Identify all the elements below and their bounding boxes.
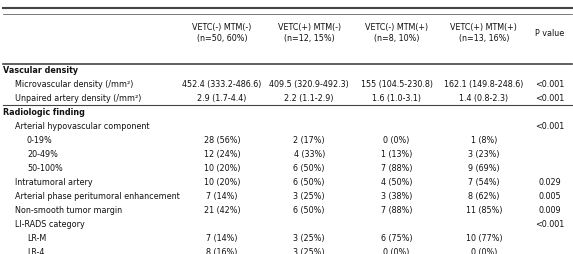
- Text: 0.009: 0.009: [539, 206, 561, 215]
- Text: 0 (0%): 0 (0%): [383, 136, 410, 145]
- Text: <0.001: <0.001: [535, 122, 564, 131]
- Text: LI-RADS category: LI-RADS category: [15, 220, 85, 229]
- Text: 3 (25%): 3 (25%): [293, 234, 325, 243]
- Text: 155 (104.5-230.8): 155 (104.5-230.8): [360, 80, 433, 89]
- Text: 6 (50%): 6 (50%): [293, 206, 325, 215]
- Text: 0.029: 0.029: [539, 178, 561, 187]
- Text: 409.5 (320.9-492.3): 409.5 (320.9-492.3): [269, 80, 349, 89]
- Text: 0-19%: 0-19%: [27, 136, 53, 145]
- Text: 2.9 (1.7-4.4): 2.9 (1.7-4.4): [197, 94, 246, 103]
- Text: 1.6 (1.0-3.1): 1.6 (1.0-3.1): [372, 94, 421, 103]
- Text: 7 (54%): 7 (54%): [468, 178, 500, 187]
- Text: 8 (16%): 8 (16%): [206, 248, 238, 254]
- Text: 4 (33%): 4 (33%): [293, 150, 325, 159]
- Text: 3 (38%): 3 (38%): [381, 192, 412, 201]
- Text: VETC(-) MTM(-)
(n=50, 60%): VETC(-) MTM(-) (n=50, 60%): [192, 23, 252, 43]
- Text: Vascular density: Vascular density: [3, 66, 78, 75]
- Text: 28 (56%): 28 (56%): [203, 136, 240, 145]
- Text: 4 (50%): 4 (50%): [381, 178, 413, 187]
- Text: 1.4 (0.8-2.3): 1.4 (0.8-2.3): [460, 94, 508, 103]
- Text: P value: P value: [535, 28, 564, 38]
- Text: LR-M: LR-M: [27, 234, 46, 243]
- Text: Arterial phase peritumoral enhancement: Arterial phase peritumoral enhancement: [15, 192, 180, 201]
- Text: 0.005: 0.005: [539, 192, 561, 201]
- Text: Radiologic finding: Radiologic finding: [3, 108, 85, 117]
- Text: 2.2 (1.1-2.9): 2.2 (1.1-2.9): [284, 94, 334, 103]
- Text: 6 (50%): 6 (50%): [293, 164, 325, 173]
- Text: 7 (14%): 7 (14%): [206, 234, 238, 243]
- Text: 162.1 (149.8-248.6): 162.1 (149.8-248.6): [444, 80, 524, 89]
- Text: Arterial hypovascular component: Arterial hypovascular component: [15, 122, 150, 131]
- Text: 12 (24%): 12 (24%): [203, 150, 240, 159]
- Text: 7 (88%): 7 (88%): [381, 164, 413, 173]
- Text: 3 (23%): 3 (23%): [468, 150, 500, 159]
- Text: 10 (20%): 10 (20%): [203, 178, 240, 187]
- Text: <0.001: <0.001: [535, 220, 564, 229]
- Text: 6 (50%): 6 (50%): [293, 178, 325, 187]
- Text: VETC(+) MTM(+)
(n=13, 16%): VETC(+) MTM(+) (n=13, 16%): [450, 23, 517, 43]
- Text: 3 (25%): 3 (25%): [293, 192, 325, 201]
- Text: Unpaired artery density (/mm²): Unpaired artery density (/mm²): [15, 94, 142, 103]
- Text: 0 (0%): 0 (0%): [470, 248, 497, 254]
- Text: 9 (69%): 9 (69%): [468, 164, 500, 173]
- Text: 10 (20%): 10 (20%): [203, 164, 240, 173]
- Text: 11 (85%): 11 (85%): [466, 206, 502, 215]
- Text: 1 (8%): 1 (8%): [470, 136, 497, 145]
- Text: 3 (25%): 3 (25%): [293, 248, 325, 254]
- Text: VETC(-) MTM(+)
(n=8, 10%): VETC(-) MTM(+) (n=8, 10%): [365, 23, 428, 43]
- Text: <0.001: <0.001: [535, 94, 564, 103]
- Text: 7 (88%): 7 (88%): [381, 206, 413, 215]
- Text: 21 (42%): 21 (42%): [203, 206, 240, 215]
- Text: LR-4: LR-4: [27, 248, 44, 254]
- Text: 2 (17%): 2 (17%): [293, 136, 325, 145]
- Text: 452.4 (333.2-486.6): 452.4 (333.2-486.6): [182, 80, 261, 89]
- Text: 10 (77%): 10 (77%): [466, 234, 502, 243]
- Text: 6 (75%): 6 (75%): [380, 234, 413, 243]
- Text: Microvascular density (/mm²): Microvascular density (/mm²): [15, 80, 134, 89]
- Text: <0.001: <0.001: [535, 80, 564, 89]
- Text: 1 (13%): 1 (13%): [381, 150, 412, 159]
- Text: 20-49%: 20-49%: [27, 150, 58, 159]
- Text: Intratumoral artery: Intratumoral artery: [15, 178, 93, 187]
- Text: VETC(+) MTM(-)
(n=12, 15%): VETC(+) MTM(-) (n=12, 15%): [278, 23, 341, 43]
- Text: 8 (62%): 8 (62%): [468, 192, 500, 201]
- Text: 50-100%: 50-100%: [27, 164, 62, 173]
- Text: Non-smooth tumor margin: Non-smooth tumor margin: [15, 206, 123, 215]
- Text: 7 (14%): 7 (14%): [206, 192, 238, 201]
- Text: 0 (0%): 0 (0%): [383, 248, 410, 254]
